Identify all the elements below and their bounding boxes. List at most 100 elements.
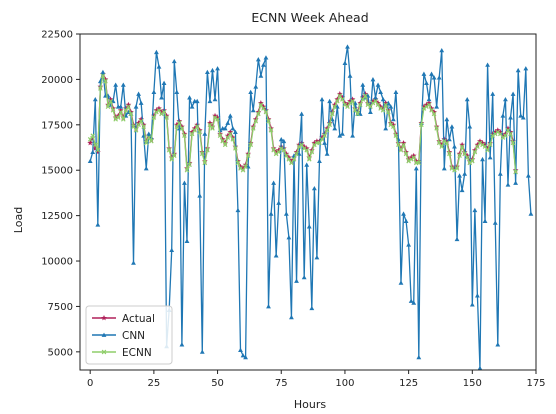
data-point-cnn <box>261 62 266 67</box>
data-point-ecnn <box>324 127 330 133</box>
data-point-ecnn <box>240 167 246 173</box>
data-point-ecnn <box>92 142 98 148</box>
data-point-ecnn <box>266 118 271 124</box>
data-point-ecnn <box>235 160 241 166</box>
data-point-cnn <box>408 298 414 303</box>
data-point-cnn <box>431 75 437 80</box>
data-point-cnn <box>457 173 462 178</box>
data-point-ecnn <box>434 126 439 131</box>
data-point-actual <box>497 129 504 135</box>
data-point-ecnn <box>276 149 282 155</box>
data-point-cnn <box>225 120 231 125</box>
data-point-ecnn <box>261 106 266 111</box>
data-point-ecnn <box>207 122 213 128</box>
data-point-ecnn <box>245 153 251 159</box>
data-point-cnn <box>212 96 218 102</box>
series-line-cnn <box>89 46 532 369</box>
data-point-actual <box>375 100 381 106</box>
data-point-cnn <box>421 71 427 76</box>
data-point-cnn <box>306 224 312 229</box>
data-point-actual <box>484 145 491 151</box>
data-point-ecnn <box>258 102 264 108</box>
data-point-ecnn <box>487 142 493 148</box>
data-point-actual <box>413 158 420 164</box>
data-point-cnn <box>171 58 177 64</box>
data-point-actual <box>303 145 310 151</box>
data-point-ecnn <box>110 107 116 113</box>
data-point-actual <box>362 90 369 97</box>
data-point-cnn <box>375 82 381 87</box>
data-point-cnn <box>360 82 366 87</box>
data-point-ecnn <box>179 126 185 131</box>
data-point-ecnn <box>136 122 141 128</box>
data-point-ecnn <box>217 133 223 139</box>
data-point-ecnn <box>255 111 261 117</box>
data-point-cnn <box>314 254 320 260</box>
data-point-ecnn <box>373 98 378 104</box>
data-point-cnn <box>403 218 409 223</box>
data-point-ecnn <box>345 104 350 109</box>
data-point-cnn <box>485 62 490 67</box>
y-tick-label: 15000 <box>41 166 73 177</box>
data-point-ecnn <box>380 107 386 113</box>
data-point-cnn <box>151 89 157 95</box>
data-point-cnn <box>169 247 175 253</box>
data-point-cnn <box>388 104 394 109</box>
data-point-ecnn <box>362 93 368 99</box>
legend-label-ecnn: ECNN <box>122 347 152 359</box>
data-point-actual <box>405 156 412 162</box>
data-point-actual <box>158 109 165 115</box>
data-point-ecnn <box>205 147 210 153</box>
data-point-actual <box>207 120 213 126</box>
data-point-cnn <box>311 185 317 191</box>
data-point-ecnn <box>329 111 335 117</box>
data-point-ecnn <box>202 160 208 166</box>
data-point-ecnn <box>253 118 259 124</box>
data-point-actual <box>311 140 318 146</box>
data-point-cnn <box>143 166 149 171</box>
data-point-ecnn <box>131 124 136 129</box>
data-point-actual <box>224 132 231 139</box>
data-point-ecnn <box>510 140 516 146</box>
x-tick-label: 50 <box>211 378 224 389</box>
data-point-ecnn <box>164 115 169 120</box>
data-point-actual <box>301 143 307 149</box>
data-point-cnn <box>475 293 480 298</box>
data-point-ecnn <box>505 127 511 133</box>
legend-marker-ecnn <box>101 349 107 355</box>
data-point-actual <box>219 136 226 142</box>
data-point-cnn <box>495 342 501 347</box>
data-point-ecnn <box>118 109 124 115</box>
data-point-ecnn <box>103 78 108 84</box>
x-tick-label: 25 <box>148 378 161 389</box>
data-point-cnn <box>492 220 498 225</box>
data-point-ecnn <box>291 156 297 162</box>
data-point-ecnn <box>230 137 236 142</box>
data-point-ecnn <box>233 146 238 151</box>
data-point-ecnn <box>184 167 190 173</box>
data-point-actual <box>194 121 200 128</box>
data-point-cnn <box>146 131 152 136</box>
data-point-ecnn <box>141 124 147 129</box>
data-point-ecnn <box>151 115 157 120</box>
data-point-actual <box>117 107 124 113</box>
legend-label-cnn: CNN <box>122 330 145 342</box>
data-point-actual <box>347 98 353 104</box>
data-point-cnn <box>133 104 139 109</box>
data-point-cnn <box>90 149 96 154</box>
data-point-ecnn <box>472 149 478 155</box>
data-point-ecnn <box>87 137 93 142</box>
data-point-ecnn <box>187 162 192 168</box>
data-point-actual <box>359 94 366 100</box>
data-point-cnn <box>503 96 508 102</box>
data-point-cnn <box>317 158 322 164</box>
legend-marker-cnn <box>101 332 107 337</box>
data-point-ecnn <box>337 93 343 99</box>
data-point-ecnn <box>268 127 274 133</box>
data-point-cnn <box>462 171 468 176</box>
data-point-actual <box>410 152 417 159</box>
data-point-ecnn <box>161 109 167 115</box>
data-point-cnn <box>480 156 485 162</box>
data-point-actual <box>87 140 93 146</box>
data-point-ecnn <box>340 97 345 102</box>
